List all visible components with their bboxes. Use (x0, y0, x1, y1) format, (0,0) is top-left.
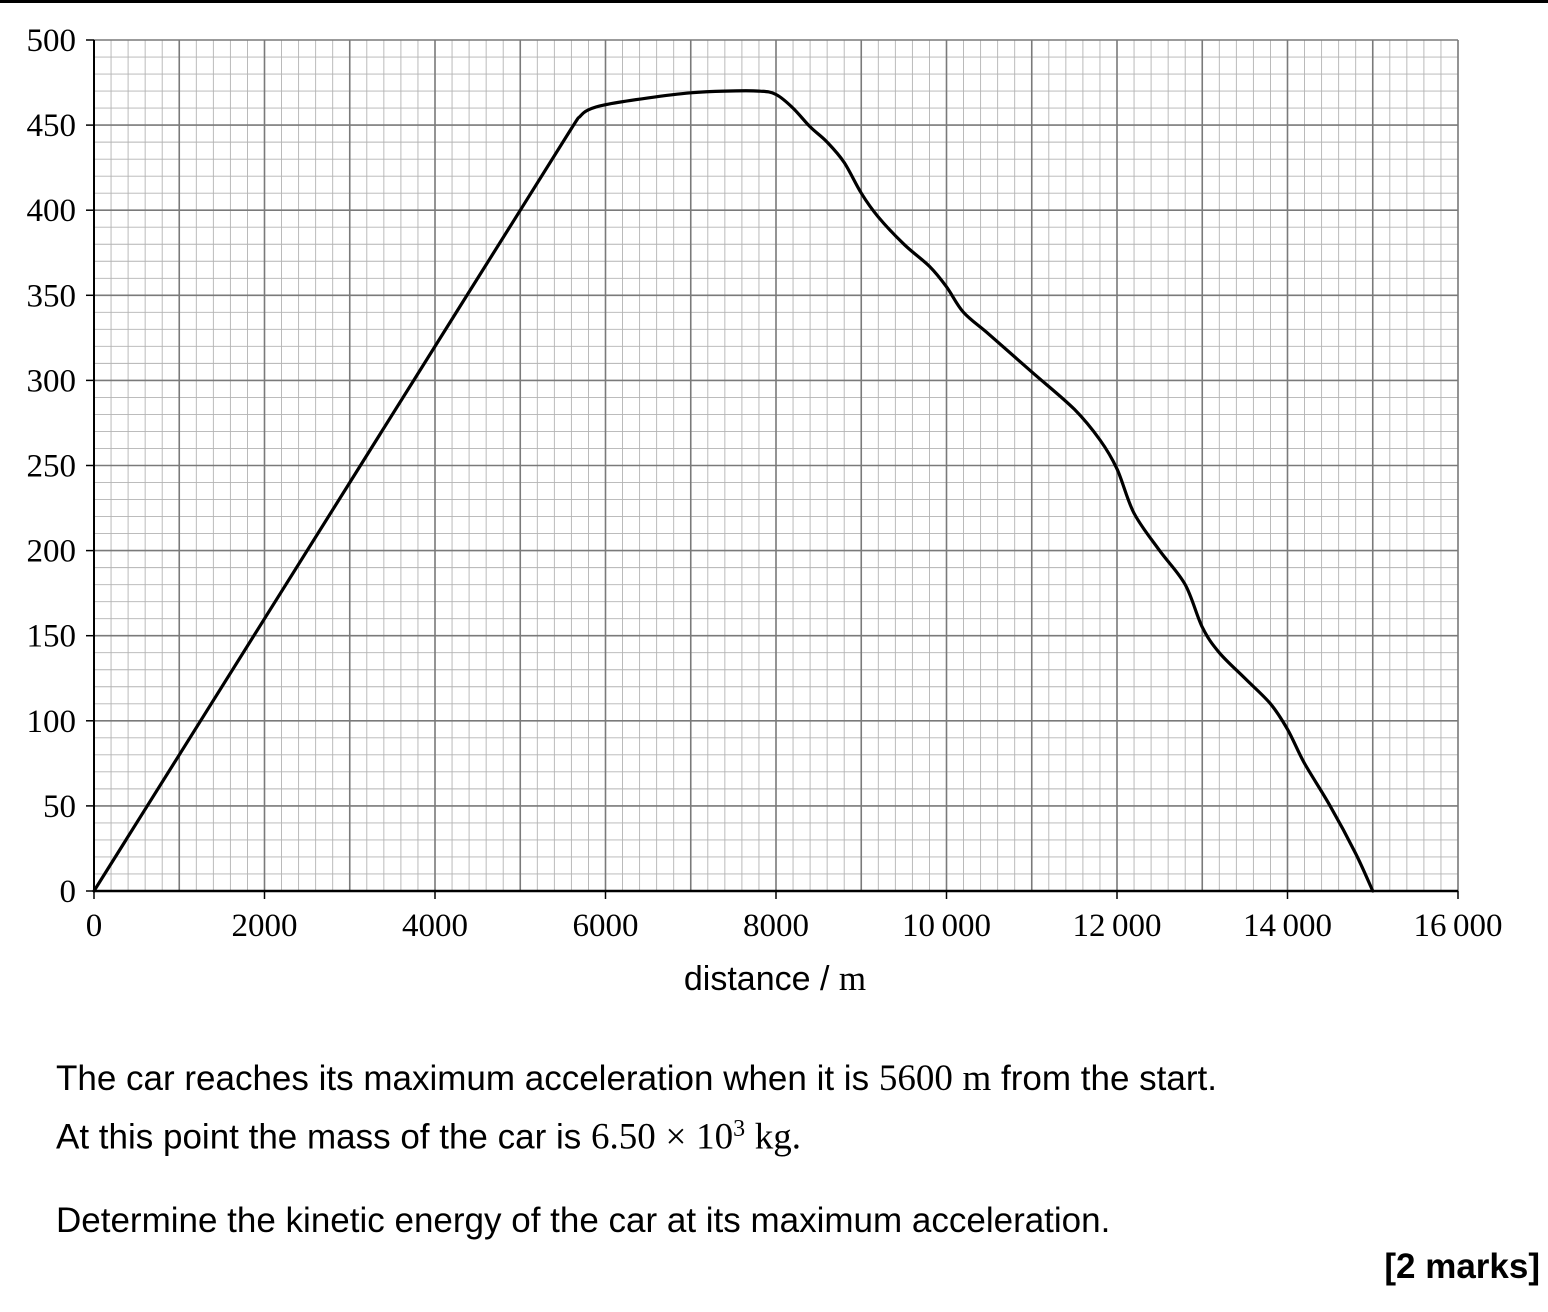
x-tick-label: 2000 (232, 908, 298, 944)
question-line-1: The car reaches its maximum acceleration… (56, 1054, 1506, 1104)
y-tick-label: 200 (27, 534, 77, 570)
y-tick-label: 400 (27, 193, 77, 229)
x-tick-label: 14 000 (1243, 908, 1332, 944)
chart-series (92, 89, 1375, 893)
x-tick-label: 4000 (402, 908, 468, 944)
x-tick-label: 6000 (573, 908, 639, 944)
y-tick-label: 450 (27, 108, 77, 144)
x-tick-labels: 0 2000 4000 6000 8000 10 000 12 000 14 000 16 00… (86, 891, 1503, 944)
x-tick-label: 10 000 (902, 908, 991, 944)
speed-distance-chart: 0 50 100 150 200 250 300 350 400 450 500 0 2000 4000… (27, 23, 1503, 998)
y-tick-label: 250 (27, 449, 77, 485)
y-tick-label: 350 (27, 278, 77, 314)
mass-power-base: 10 (696, 1116, 734, 1158)
question-line-2: At this point the mass of the car is 6.5… (56, 1104, 1506, 1163)
x-tick-label: 16 000 (1413, 908, 1502, 944)
x-tick-label: 8000 (743, 908, 809, 944)
x-tick-label: 0 (86, 908, 103, 944)
y-tick-labels: 0 50 100 150 200 250 300 350 400 450 500 (27, 23, 94, 910)
question-line-1-end: from the start. (991, 1059, 1217, 1098)
marks-label: [2 marks] (1384, 1247, 1540, 1286)
y-tick-label: 500 (27, 23, 77, 59)
y-tick-label: 300 (27, 363, 77, 399)
x-axis-label: distance / m (684, 959, 866, 998)
distance-value: 5600 (878, 1058, 953, 1099)
x-tick-label: 12 000 (1072, 908, 1161, 944)
y-tick-label: 50 (43, 789, 76, 825)
top-rule (0, 0, 1548, 3)
mass-mantissa: 6.50 (590, 1116, 656, 1158)
y-tick-label: 100 (27, 704, 77, 740)
mass-exponent: 3 (733, 1116, 746, 1142)
distance-unit: m (962, 1058, 992, 1099)
question-line-1-intro: The car reaches its maximum acceleration… (56, 1059, 879, 1098)
question-line-2-intro: At this point the mass of the car is (56, 1117, 591, 1157)
mass-unit: kg. (754, 1116, 802, 1158)
times-sign: × (665, 1116, 687, 1158)
y-tick-label: 150 (27, 619, 77, 655)
question-prompt: Determine the kinetic energy of the car … (56, 1201, 1111, 1240)
y-tick-label: 0 (60, 874, 77, 910)
series-line (92, 89, 1375, 893)
